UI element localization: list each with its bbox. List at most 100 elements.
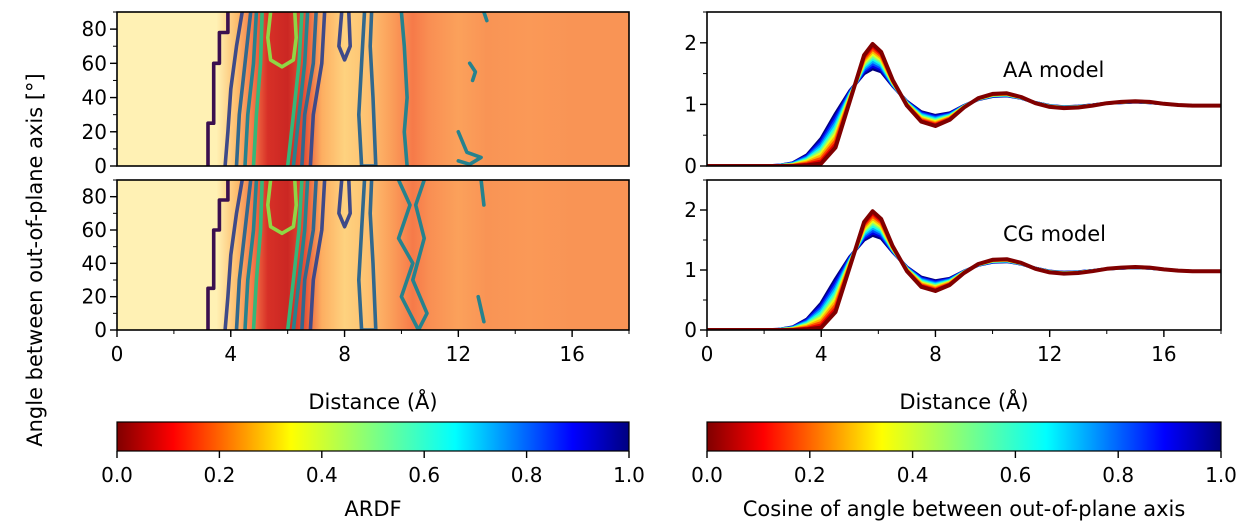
colorbar-ardf: 0.0 0.2 0.4 0.6 0.8 1.0 ARDF [101, 421, 645, 521]
series-line [707, 221, 1221, 330]
y-axis-label: Angle between out-of-plane axis [°] [23, 73, 47, 447]
colorbar-ticks: 0.0 0.2 0.4 0.6 0.8 1.0 [101, 451, 645, 487]
y-axis-ticks: 0 20 40 60 80 [82, 179, 117, 342]
contour-line [399, 12, 409, 166]
panel-bottom-right: CG model 012 0 4 8 12 16 [684, 179, 1222, 366]
contour-line [251, 180, 264, 330]
contour-group [206, 12, 489, 166]
contour-line [479, 180, 486, 207]
y-tick-label: 2 [684, 198, 697, 222]
colorbar-cosine: 0.0 0.2 0.4 0.6 0.8 1.0 Cosine of angle betwe… [691, 421, 1237, 521]
contour-line [291, 180, 310, 330]
y-tick-label: 40 [82, 86, 107, 110]
panel-top-right: AA model 0 1 2 [684, 11, 1222, 178]
x-tick-label: 8 [929, 342, 942, 366]
contour-line [482, 12, 489, 23]
colorbar-tick-label: 1.0 [1205, 463, 1237, 487]
y-tick-label: 0 [94, 318, 107, 342]
contour-line [206, 180, 230, 330]
y-tick-label: 0 [94, 154, 107, 178]
contour-line [243, 12, 259, 166]
x-tick-label: 0 [111, 342, 124, 366]
colorbar-tick-label: 0.6 [408, 463, 440, 487]
contour-line [467, 61, 478, 83]
axes-frame [116, 11, 630, 167]
y-axis-ticks: 0 1 2 [684, 179, 707, 342]
series-line [707, 64, 1221, 166]
contour-line [285, 12, 304, 166]
y-axis-ticks: 0 20 40 60 80 [82, 11, 117, 178]
x-axis-ticks: 0 4 8 12 16 [701, 330, 1222, 366]
series-line [707, 57, 1221, 166]
colorbar-gradient [706, 421, 1222, 452]
y-tick-label: 80 [82, 17, 107, 41]
y-axis-ticks: 0 1 2 [684, 11, 707, 178]
series-line [707, 228, 1221, 330]
contour-line [234, 180, 253, 330]
colorbar-tick-label: 0.0 [691, 463, 723, 487]
y-tick-label: 60 [82, 218, 107, 242]
contour-line [285, 180, 304, 330]
annotation-aa-model: AA model [1003, 58, 1104, 82]
x-tick-label: 16 [559, 342, 584, 366]
contour-line [300, 180, 318, 330]
contour-line [337, 180, 352, 229]
contour-line [337, 12, 352, 62]
contour-line [357, 180, 378, 330]
y-tick-label: 80 [82, 185, 107, 209]
y-tick-label: 40 [82, 251, 107, 275]
series-line [707, 54, 1221, 166]
x-tick-label: 12 [1037, 342, 1062, 366]
series-line [707, 62, 1221, 166]
x-axis-ticks: 0 4 8 12 16 [111, 330, 630, 366]
colorbar-tick-label: 0.6 [999, 463, 1031, 487]
colorbar-tick-label: 0.4 [897, 463, 929, 487]
panel-bottom-left: 0 20 40 60 80 0 4 8 12 16 [82, 179, 630, 366]
series-line [707, 231, 1221, 330]
contour-line [300, 12, 318, 166]
y-tick-label: 2 [684, 31, 697, 55]
x-tick-label: 8 [338, 342, 351, 366]
x-tick-label: 12 [446, 342, 471, 366]
axes-frame [706, 179, 1222, 331]
series-line [707, 233, 1221, 330]
series-group [707, 42, 1221, 166]
x-tick-label: 4 [815, 342, 828, 366]
y-tick-label: 20 [82, 285, 107, 309]
y-tick-label: 20 [82, 120, 107, 144]
axes-frame [706, 11, 1222, 167]
axes-frame [116, 179, 630, 331]
y-tick-label: 1 [684, 258, 697, 282]
colorbar-tick-label: 0.8 [511, 463, 543, 487]
y-tick-label: 0 [684, 318, 697, 342]
colorbar-label: ARDF [344, 497, 401, 521]
contour-line [266, 12, 298, 69]
series-group [707, 209, 1221, 330]
contour-line [291, 12, 310, 166]
colorbar-gradient [116, 421, 630, 452]
y-tick-label: 60 [82, 51, 107, 75]
colorbar-tick-label: 0.4 [306, 463, 338, 487]
contour-line [206, 12, 230, 166]
contour-line [243, 180, 259, 330]
series-line [707, 224, 1221, 330]
contour-line [251, 12, 264, 166]
x-axis-label-right: Distance (Å) [899, 388, 1028, 414]
contour-line [357, 12, 378, 166]
contour-line [396, 180, 429, 330]
colorbar-tick-label: 0.2 [203, 463, 235, 487]
x-tick-label: 16 [1151, 342, 1176, 366]
series-line [707, 209, 1221, 330]
contour-line [223, 12, 244, 166]
y-tick-label: 1 [684, 92, 697, 116]
contour-line [308, 12, 327, 166]
contour-line [223, 180, 244, 330]
colorbar-tick-label: 0.0 [101, 463, 133, 487]
colorbar-tick-label: 0.8 [1102, 463, 1134, 487]
colorbar-label: Cosine of angle between out-of-plane axi… [743, 497, 1186, 521]
x-tick-label: 0 [701, 342, 714, 366]
annotation-cg-model: CG model [1003, 222, 1106, 246]
series-line [707, 59, 1221, 166]
x-axis-label-left: Distance (Å) [308, 388, 437, 414]
colorbar-tick-label: 0.2 [794, 463, 826, 487]
